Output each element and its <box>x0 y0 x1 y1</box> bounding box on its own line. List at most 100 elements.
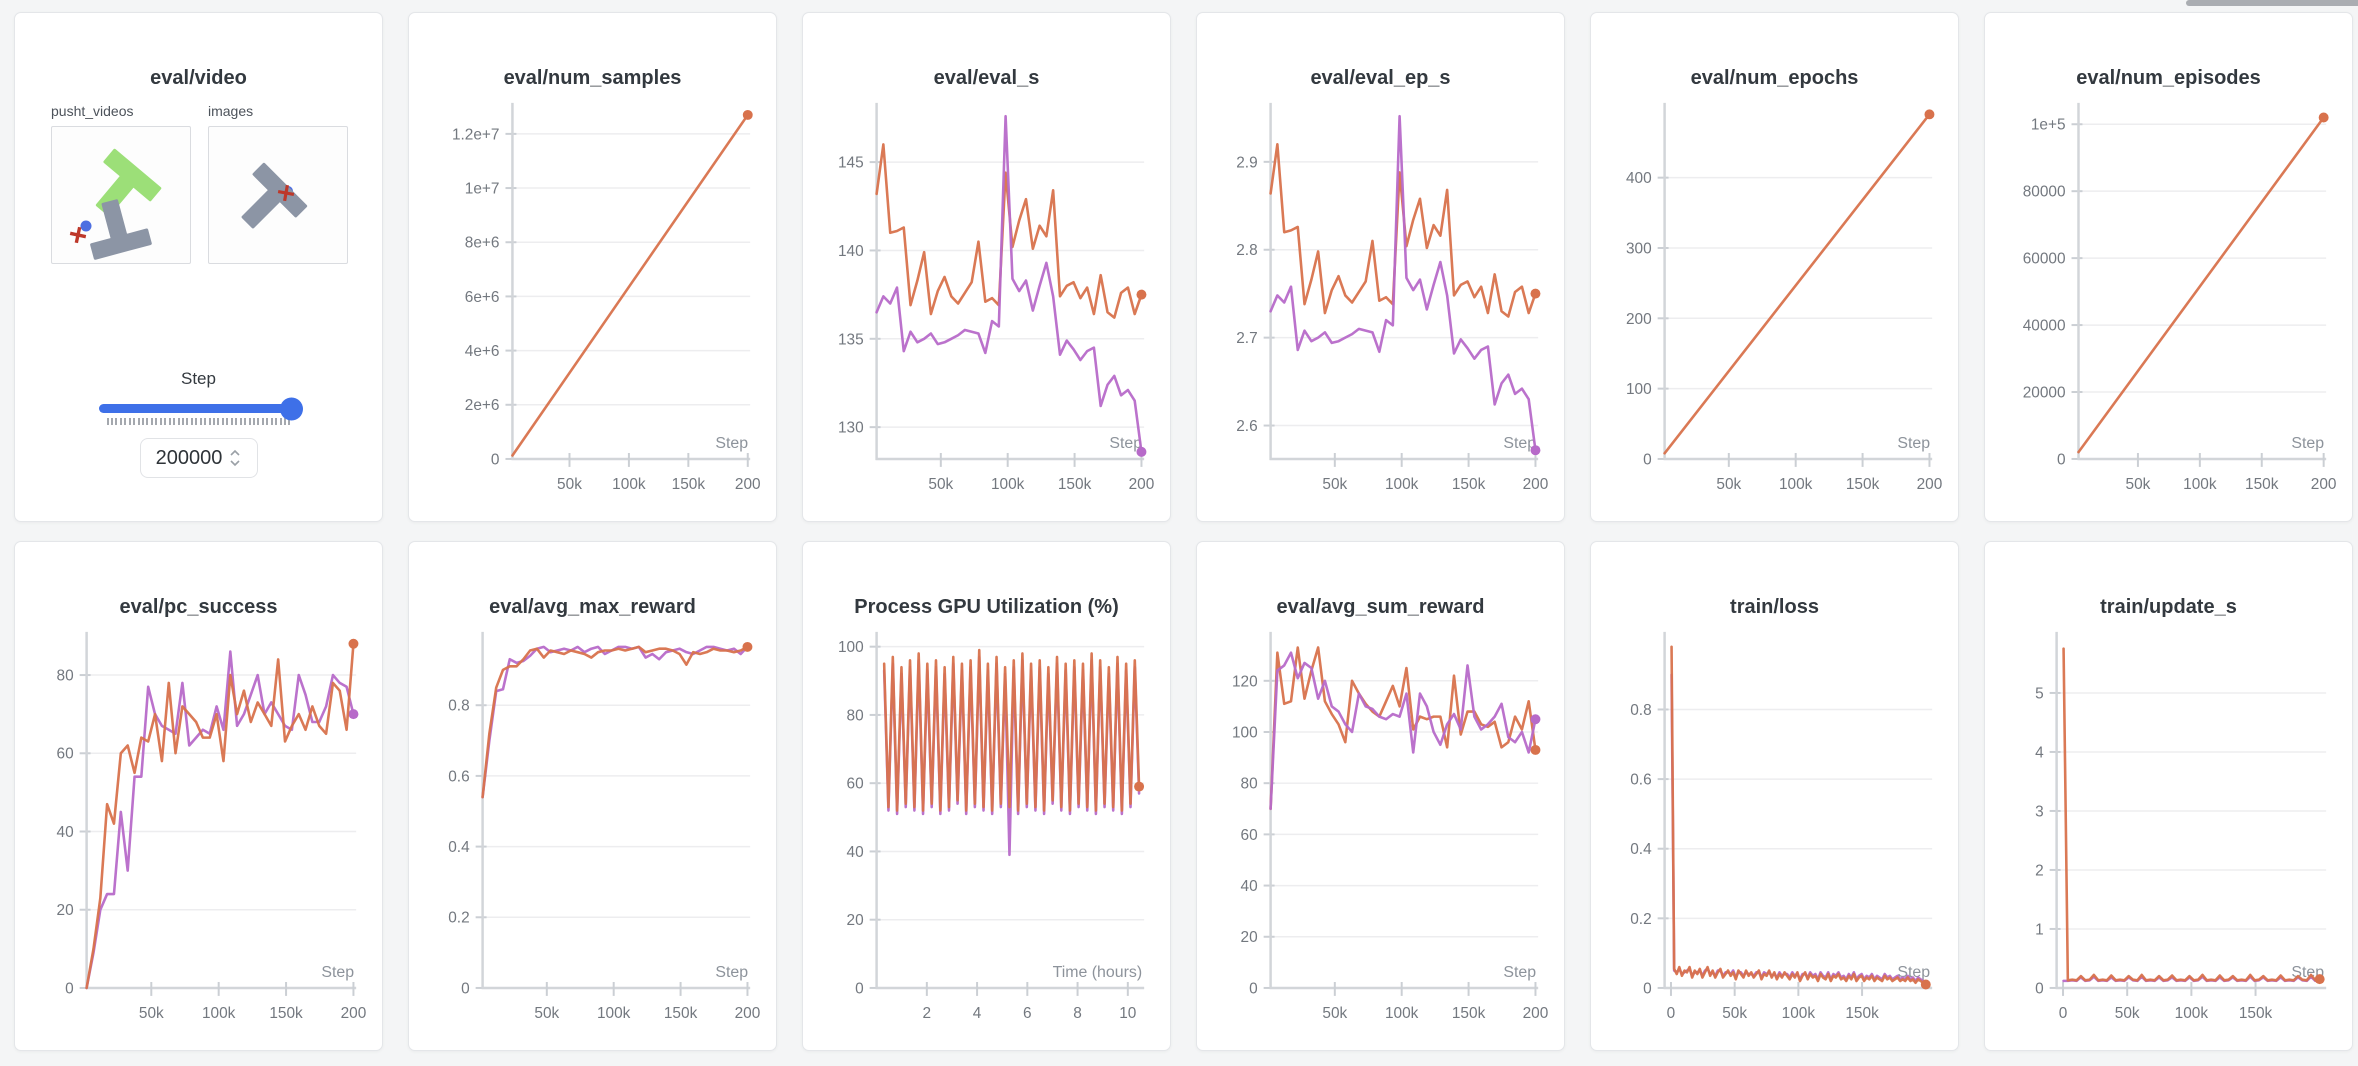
svg-text:150k: 150k <box>2245 476 2279 493</box>
agent-dot <box>80 220 92 232</box>
chart-title: eval/avg_max_reward <box>489 596 696 618</box>
svg-text:150k: 150k <box>1058 476 1092 493</box>
svg-text:5: 5 <box>2035 685 2044 702</box>
panel-title: eval/video <box>150 67 247 89</box>
step-input[interactable]: 200000 <box>139 438 258 478</box>
svg-text:1e+7: 1e+7 <box>465 181 500 198</box>
svg-text:200: 200 <box>1523 476 1549 493</box>
chevron-down-icon[interactable] <box>229 458 241 468</box>
svg-text:10: 10 <box>1119 1005 1136 1022</box>
svg-text:6e+6: 6e+6 <box>465 289 500 306</box>
object-t-shape <box>90 199 152 260</box>
svg-text:8e+6: 8e+6 <box>465 235 500 252</box>
panel-eval-video[interactable]: eval/video pusht_videos <box>14 12 383 522</box>
slider-thumb[interactable] <box>279 397 303 420</box>
svg-text:100k: 100k <box>2183 476 2217 493</box>
panel-eval-avg-max-reward[interactable]: eval/avg_max_reward 0 0.2 0.4 0.6 0.8 50k 100k… <box>408 541 777 1051</box>
svg-text:0: 0 <box>1643 451 1652 468</box>
svg-text:100: 100 <box>1232 724 1258 741</box>
svg-text:8: 8 <box>1073 1005 1082 1022</box>
panel-eval-pc-success[interactable]: eval/pc_success 0 20 40 60 80 50k 100k 150k 200 S… <box>14 541 383 1051</box>
pusht-scene-image <box>241 162 308 229</box>
chart-plot[interactable]: 0 100 200 300 400 50k 100k 150k 200 Step <box>1591 13 1958 521</box>
svg-text:Step: Step <box>1503 964 1536 981</box>
svg-text:50k: 50k <box>2126 476 2151 493</box>
svg-text:200: 200 <box>735 476 761 493</box>
svg-text:200: 200 <box>1523 1005 1549 1022</box>
svg-text:0.4: 0.4 <box>448 839 470 856</box>
svg-text:80: 80 <box>57 668 74 685</box>
svg-text:40000: 40000 <box>2023 318 2066 335</box>
svg-text:60: 60 <box>57 746 74 763</box>
chart-plot[interactable]: 0 20000 40000 60000 80000 1e+5 50k 100k 150k 200 S… <box>1985 13 2352 521</box>
svg-text:150k: 150k <box>1845 1005 1879 1022</box>
chart-plot[interactable]: 0 0.2 0.4 0.6 0.8 50k 100k 150k 200 Step <box>409 542 776 1050</box>
chart-title: eval/avg_sum_reward <box>1276 596 1485 618</box>
svg-text:Step: Step <box>715 435 748 452</box>
step-slider[interactable] <box>98 397 303 425</box>
svg-text:80000: 80000 <box>2023 184 2066 201</box>
video-thumbnail-pusht-videos[interactable] <box>51 126 191 264</box>
svg-text:40: 40 <box>1241 878 1258 895</box>
svg-text:40: 40 <box>847 844 864 861</box>
chart-plot[interactable]: 0 20 40 60 80 100 120 50k 100k 150k 200 Step <box>1197 542 1564 1050</box>
svg-text:2: 2 <box>2035 862 2044 879</box>
panel-eval-num-episodes[interactable]: eval/num_episodes 0 20000 40000 60000 80000 1… <box>1984 12 2353 522</box>
panel-eval-eval-ep-s[interactable]: eval/eval_ep_s 2.6 2.7 2.8 2.9 50k 100k 150k 20… <box>1196 12 1565 522</box>
svg-text:0.6: 0.6 <box>1630 772 1651 789</box>
svg-text:0: 0 <box>2057 451 2066 468</box>
svg-text:100k: 100k <box>597 1005 631 1022</box>
svg-text:2.9: 2.9 <box>1236 154 1257 171</box>
svg-text:0: 0 <box>65 980 74 997</box>
panel-train-update-s[interactable]: train/update_s 0 1 2 3 4 5 0 50k 100k 150k Step <box>1984 541 2353 1051</box>
panel-eval-avg-sum-reward[interactable]: eval/avg_sum_reward 0 20 40 60 80 100 120 50k 10… <box>1196 541 1565 1051</box>
chart-title: Process GPU Utilization (%) <box>854 596 1119 618</box>
svg-text:4: 4 <box>973 1005 982 1022</box>
chart-plot[interactable]: 130 135 140 145 50k 100k 150k 200 Step <box>803 13 1170 521</box>
svg-text:50k: 50k <box>1322 476 1347 493</box>
svg-text:135: 135 <box>838 331 864 348</box>
svg-text:2.6: 2.6 <box>1236 418 1257 435</box>
panel-grid: eval/video pusht_videos <box>14 12 2353 1051</box>
svg-text:2.8: 2.8 <box>1236 242 1257 259</box>
media-figure-images: images <box>208 103 348 264</box>
svg-text:Step: Step <box>1503 435 1536 452</box>
video-thumbnail-images[interactable] <box>208 126 348 264</box>
svg-text:150k: 150k <box>269 1005 303 1022</box>
svg-text:0.2: 0.2 <box>1630 911 1651 928</box>
svg-text:100: 100 <box>1626 381 1652 398</box>
horizontal-scrollbar[interactable] <box>2186 0 2358 6</box>
svg-text:0.4: 0.4 <box>1630 841 1652 858</box>
stepper-arrows[interactable] <box>229 448 241 468</box>
chart-plot[interactable]: 0 20 40 60 80 100 2 4 6 8 10 Time (hours) <box>803 542 1170 1050</box>
svg-text:50k: 50k <box>1722 1005 1747 1022</box>
svg-text:Step: Step <box>715 964 748 981</box>
svg-text:20: 20 <box>847 912 864 929</box>
svg-text:0.8: 0.8 <box>448 698 469 715</box>
svg-text:50k: 50k <box>139 1005 164 1022</box>
svg-text:200: 200 <box>1917 476 1943 493</box>
chart-plot[interactable]: 0 2e+6 4e+6 6e+6 8e+6 1e+7 1.2e+7 50k 100k 150k 20… <box>409 13 776 521</box>
svg-text:0: 0 <box>2059 1005 2068 1022</box>
svg-text:150k: 150k <box>1452 476 1486 493</box>
slider-track[interactable] <box>98 397 303 420</box>
panel-eval-eval-s[interactable]: eval/eval_s 130 135 140 145 50k 100k 150k 200 St… <box>802 12 1171 522</box>
chart-plot[interactable]: 2.6 2.7 2.8 2.9 50k 100k 150k 200 Step <box>1197 13 1564 521</box>
chart-plot[interactable]: 0 20 40 60 80 50k 100k 150k 200 Step <box>15 542 382 1050</box>
chart-title: train/loss <box>1730 596 1819 618</box>
svg-text:2: 2 <box>923 1005 932 1022</box>
step-value: 200000 <box>155 446 223 469</box>
panel-train-loss[interactable]: train/loss 0 0.2 0.4 0.6 0.8 0 50k 100k 150k Step <box>1590 541 1959 1051</box>
svg-text:100k: 100k <box>1385 476 1419 493</box>
svg-text:20000: 20000 <box>2023 384 2066 401</box>
svg-text:100k: 100k <box>1385 1005 1419 1022</box>
panel-eval-num-epochs[interactable]: eval/num_epochs 0 100 200 300 400 50k 100k 150k… <box>1590 12 1959 522</box>
panel-process-gpu-utilization[interactable]: Process GPU Utilization (%) 0 20 40 60 80 100… <box>802 541 1171 1051</box>
svg-text:150k: 150k <box>672 476 706 493</box>
svg-text:0.8: 0.8 <box>1630 702 1651 719</box>
chevron-up-icon[interactable] <box>229 448 241 458</box>
panel-eval-num-samples[interactable]: eval/num_samples 0 2e+6 4e+6 6e+6 8e+6 1e+7 1.… <box>408 12 777 522</box>
svg-text:Step: Step <box>1897 435 1930 452</box>
